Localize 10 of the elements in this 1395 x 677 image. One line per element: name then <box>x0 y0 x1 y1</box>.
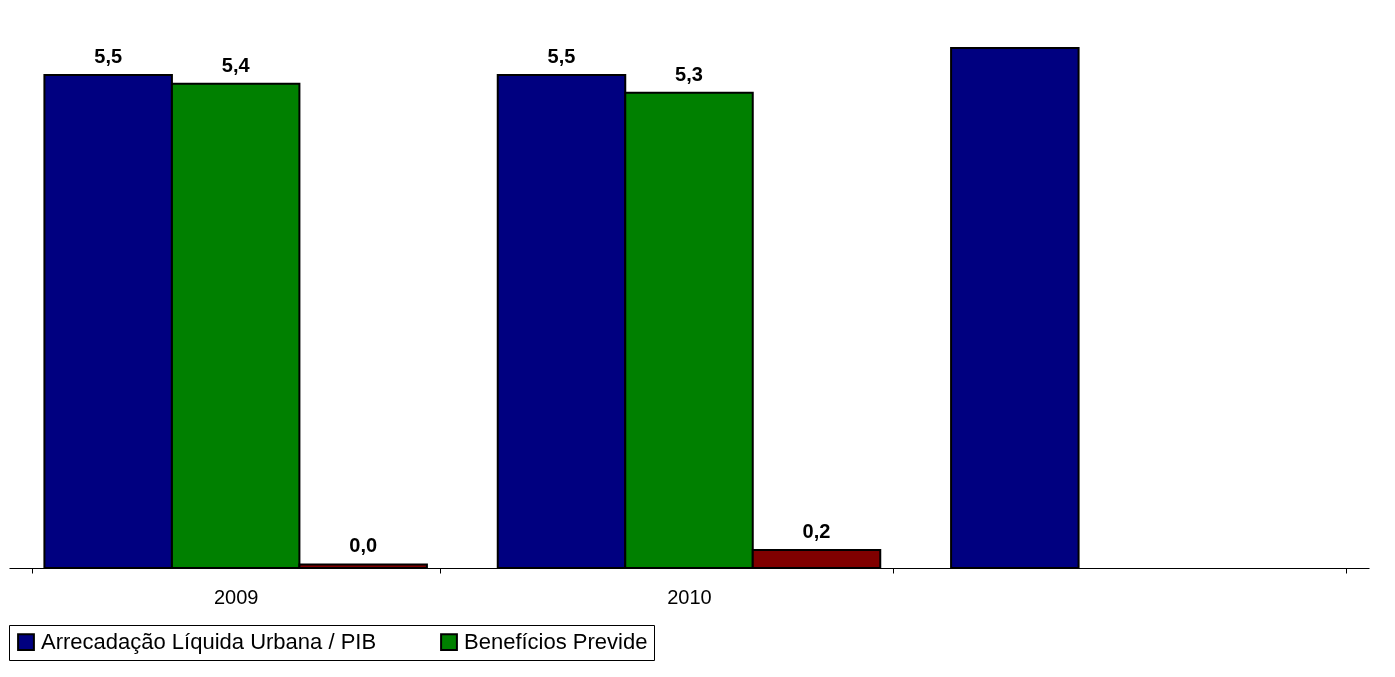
data-label: 5,5 <box>547 44 576 67</box>
data-label: 0,0 <box>349 534 378 557</box>
data-label: 0,2 <box>802 520 831 543</box>
data-label: 5,4 <box>221 53 251 76</box>
x-tick-label: 2009 <box>213 585 259 608</box>
data-label: 5,3 <box>675 62 703 85</box>
data-label: 5,5 <box>94 44 123 67</box>
legend-label: Benefícios Previde <box>464 629 648 655</box>
legend-label: Arrecadação Líquida Urbana / PIB <box>41 629 377 655</box>
x-tick-label: 2010 <box>667 585 712 608</box>
